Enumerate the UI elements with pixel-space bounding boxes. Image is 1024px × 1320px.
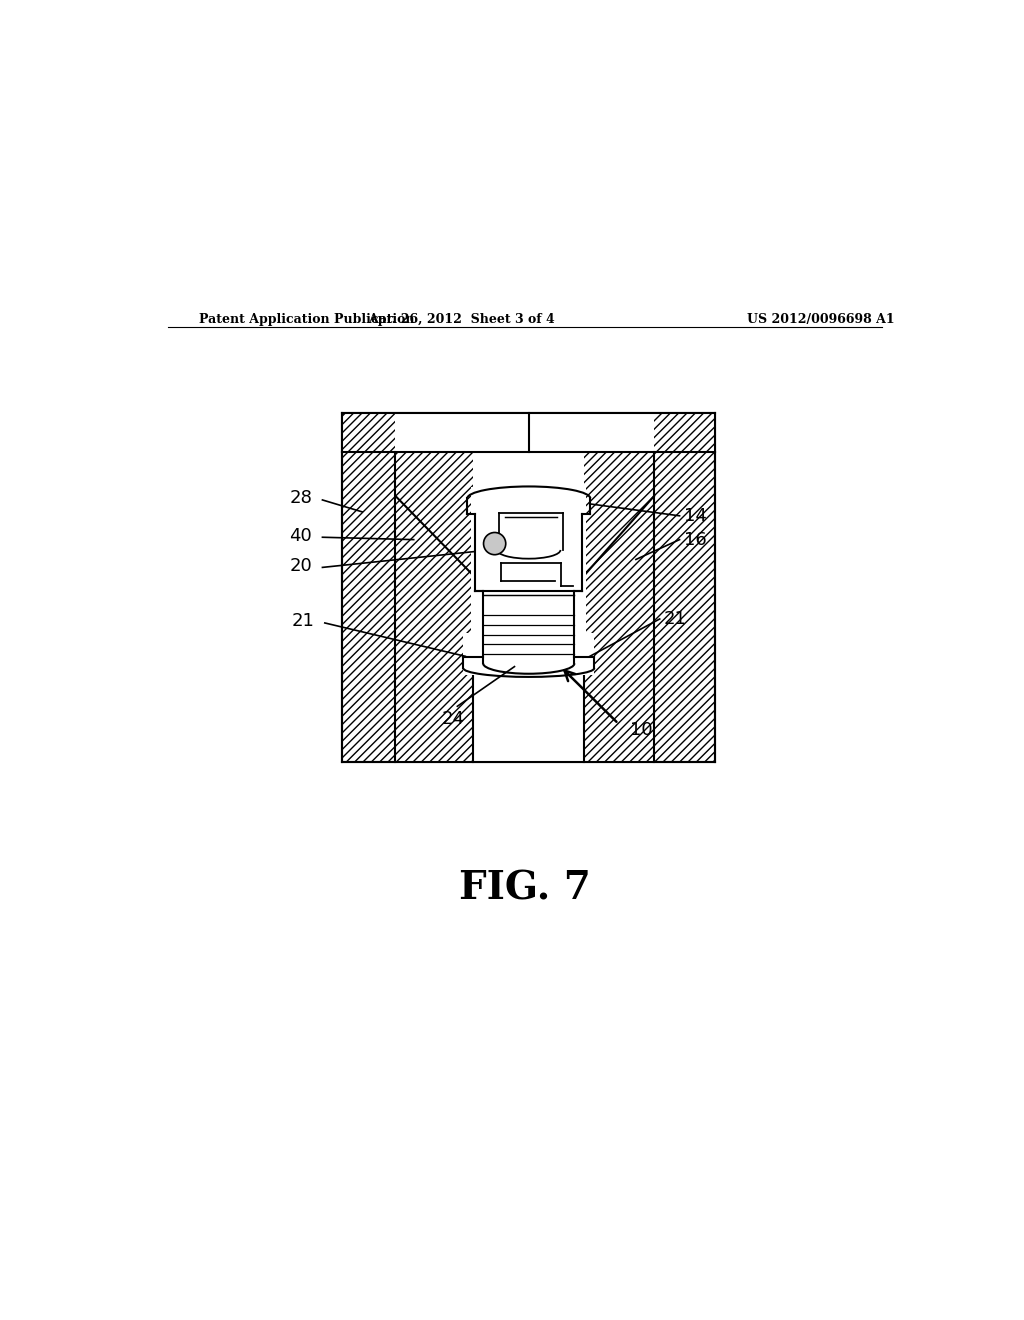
- Bar: [585, 453, 654, 762]
- Text: 20: 20: [290, 557, 312, 574]
- Text: Apr. 26, 2012  Sheet 3 of 4: Apr. 26, 2012 Sheet 3 of 4: [368, 313, 555, 326]
- Bar: [463, 634, 594, 675]
- Bar: [395, 453, 473, 762]
- Bar: [342, 453, 395, 762]
- Text: 24: 24: [442, 710, 465, 729]
- Text: Patent Application Publication: Patent Application Publication: [200, 313, 415, 326]
- Text: 10: 10: [630, 721, 652, 739]
- Bar: [342, 413, 715, 453]
- Text: US 2012/0096698 A1: US 2012/0096698 A1: [748, 313, 895, 326]
- Text: 21: 21: [664, 610, 686, 628]
- Text: 21: 21: [292, 612, 314, 631]
- Bar: [654, 453, 715, 762]
- Text: FIG. 7: FIG. 7: [459, 870, 591, 908]
- Text: 40: 40: [290, 527, 312, 545]
- Bar: [471, 487, 587, 673]
- Text: 28: 28: [289, 490, 312, 507]
- Circle shape: [483, 532, 506, 554]
- Text: 14: 14: [684, 507, 707, 525]
- Bar: [342, 413, 715, 762]
- Text: 16: 16: [684, 531, 707, 549]
- Bar: [395, 453, 654, 762]
- Bar: [342, 413, 395, 453]
- Bar: [654, 413, 715, 453]
